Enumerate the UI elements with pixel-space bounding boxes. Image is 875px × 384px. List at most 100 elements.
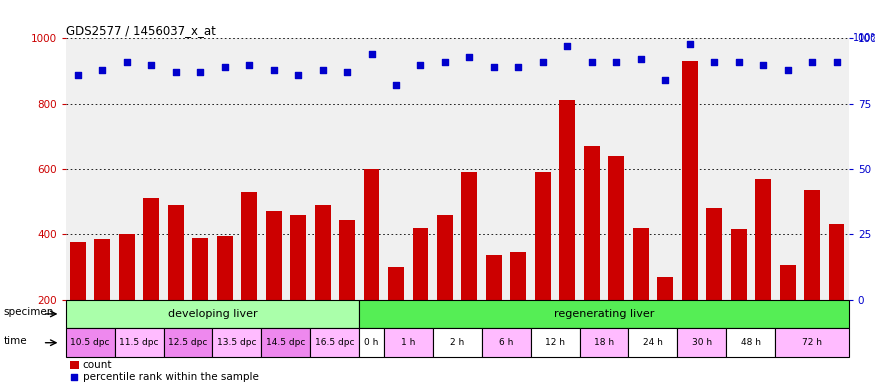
Point xyxy=(634,56,648,62)
Point xyxy=(805,59,819,65)
Bar xyxy=(70,242,86,300)
Point xyxy=(732,59,746,65)
Bar xyxy=(168,205,184,300)
Text: 12.5 dpc: 12.5 dpc xyxy=(168,338,207,347)
Text: 0 h: 0 h xyxy=(364,338,379,347)
Point xyxy=(707,59,721,65)
Bar xyxy=(115,328,164,357)
Point xyxy=(218,64,232,70)
Point xyxy=(658,77,672,83)
Text: 30 h: 30 h xyxy=(692,338,712,347)
Point xyxy=(389,82,403,88)
Bar xyxy=(510,252,527,300)
Text: developing liver: developing liver xyxy=(168,309,257,319)
Bar xyxy=(266,211,282,300)
Bar xyxy=(633,228,648,300)
Bar xyxy=(364,169,380,300)
Point xyxy=(242,61,256,68)
Point xyxy=(462,54,476,60)
Text: count: count xyxy=(83,360,112,370)
Bar xyxy=(486,255,502,300)
Bar xyxy=(731,229,746,300)
Point xyxy=(756,61,770,68)
Bar xyxy=(706,208,722,300)
Point xyxy=(682,41,696,47)
Bar xyxy=(388,267,404,300)
Bar xyxy=(66,300,360,328)
Bar xyxy=(775,328,849,357)
Point xyxy=(609,59,623,65)
Bar xyxy=(213,328,262,357)
Point xyxy=(487,64,500,70)
Bar xyxy=(535,172,550,300)
Bar xyxy=(461,172,478,300)
Bar xyxy=(412,228,429,300)
Bar xyxy=(360,328,384,357)
Text: 6 h: 6 h xyxy=(499,338,514,347)
Text: specimen: specimen xyxy=(4,308,53,318)
Bar xyxy=(657,276,673,300)
Bar xyxy=(780,265,795,300)
Point xyxy=(560,43,574,49)
Point xyxy=(95,67,109,73)
Bar xyxy=(437,215,453,300)
Bar xyxy=(755,179,771,300)
Point xyxy=(67,374,81,380)
Point xyxy=(536,59,550,65)
Text: 18 h: 18 h xyxy=(594,338,614,347)
Bar xyxy=(242,192,257,300)
Point xyxy=(144,61,158,68)
Bar xyxy=(94,239,110,300)
Bar xyxy=(360,300,849,328)
Point xyxy=(71,72,85,78)
Text: 14.5 dpc: 14.5 dpc xyxy=(266,338,305,347)
Bar xyxy=(262,328,311,357)
Point xyxy=(438,59,452,65)
Text: 2 h: 2 h xyxy=(450,338,465,347)
Bar xyxy=(726,328,775,357)
Bar xyxy=(433,328,481,357)
Bar xyxy=(829,224,844,300)
Text: 13.5 dpc: 13.5 dpc xyxy=(217,338,256,347)
Text: 1 h: 1 h xyxy=(401,338,416,347)
Text: 24 h: 24 h xyxy=(643,338,663,347)
Bar xyxy=(144,199,159,300)
Bar xyxy=(481,328,530,357)
Bar xyxy=(677,328,726,357)
Bar xyxy=(579,328,628,357)
Bar xyxy=(164,328,213,357)
Bar xyxy=(559,101,575,300)
Bar xyxy=(66,328,115,357)
Text: 72 h: 72 h xyxy=(802,338,822,347)
Text: 48 h: 48 h xyxy=(741,338,761,347)
Text: 100%: 100% xyxy=(853,33,875,43)
Text: GDS2577 / 1456037_x_at: GDS2577 / 1456037_x_at xyxy=(66,24,215,37)
Point xyxy=(267,67,281,73)
Bar xyxy=(584,146,599,300)
Bar xyxy=(340,220,355,300)
Point xyxy=(414,61,428,68)
Text: 16.5 dpc: 16.5 dpc xyxy=(315,338,354,347)
Point xyxy=(291,72,305,78)
Bar xyxy=(628,328,677,357)
Point xyxy=(340,69,354,75)
Bar xyxy=(192,237,208,300)
Text: 12 h: 12 h xyxy=(545,338,565,347)
Point xyxy=(584,59,598,65)
Bar xyxy=(682,61,697,300)
Point xyxy=(169,69,183,75)
Text: 10.5 dpc: 10.5 dpc xyxy=(70,338,110,347)
Point xyxy=(365,51,379,57)
Bar xyxy=(384,328,433,357)
Point xyxy=(511,64,525,70)
Text: 11.5 dpc: 11.5 dpc xyxy=(119,338,158,347)
Point xyxy=(193,69,207,75)
Point xyxy=(830,59,844,65)
Point xyxy=(316,67,330,73)
Text: regenerating liver: regenerating liver xyxy=(554,309,654,319)
Bar xyxy=(290,215,306,300)
Text: percentile rank within the sample: percentile rank within the sample xyxy=(83,372,259,382)
Bar xyxy=(608,156,624,300)
Point xyxy=(120,59,134,65)
Bar xyxy=(530,328,579,357)
